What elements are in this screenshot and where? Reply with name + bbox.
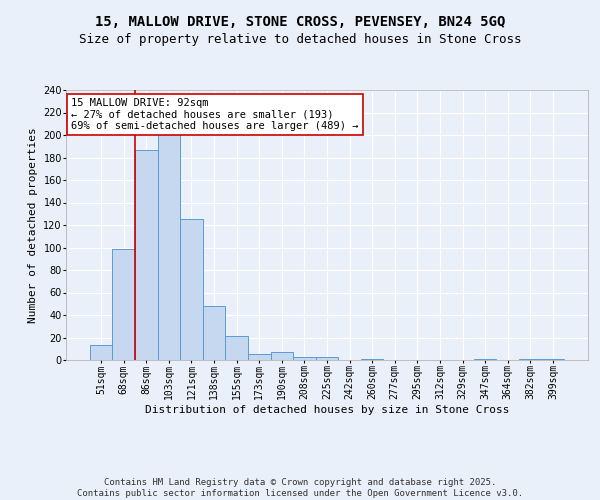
Bar: [248, 354, 271, 360]
Y-axis label: Number of detached properties: Number of detached properties: [28, 127, 38, 323]
Bar: [474, 359, 496, 360]
Bar: [293, 356, 316, 360]
Bar: [226, 336, 248, 360]
Bar: [112, 248, 135, 360]
Text: 15 MALLOW DRIVE: 92sqm
← 27% of detached houses are smaller (193)
69% of semi-de: 15 MALLOW DRIVE: 92sqm ← 27% of detached…: [71, 98, 359, 132]
Bar: [361, 359, 383, 360]
Bar: [519, 359, 542, 360]
Bar: [158, 134, 180, 360]
Text: Contains HM Land Registry data © Crown copyright and database right 2025.
Contai: Contains HM Land Registry data © Crown c…: [77, 478, 523, 498]
Bar: [316, 356, 338, 360]
Text: Size of property relative to detached houses in Stone Cross: Size of property relative to detached ho…: [79, 32, 521, 46]
Bar: [90, 346, 112, 360]
Bar: [542, 359, 564, 360]
Bar: [203, 306, 226, 360]
X-axis label: Distribution of detached houses by size in Stone Cross: Distribution of detached houses by size …: [145, 405, 509, 415]
Bar: [271, 352, 293, 360]
Bar: [135, 150, 158, 360]
Text: 15, MALLOW DRIVE, STONE CROSS, PEVENSEY, BN24 5GQ: 15, MALLOW DRIVE, STONE CROSS, PEVENSEY,…: [95, 15, 505, 29]
Bar: [180, 220, 203, 360]
